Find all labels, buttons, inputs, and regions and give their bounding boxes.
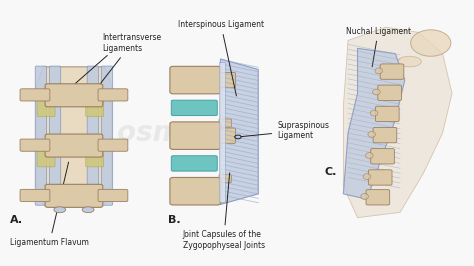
Ellipse shape [82, 207, 94, 213]
FancyBboxPatch shape [368, 170, 392, 185]
Ellipse shape [375, 68, 383, 74]
Text: Nuchal Ligament: Nuchal Ligament [346, 27, 411, 67]
FancyBboxPatch shape [219, 61, 225, 202]
FancyBboxPatch shape [170, 122, 221, 149]
FancyBboxPatch shape [170, 177, 221, 205]
Text: A.: A. [10, 215, 23, 225]
FancyBboxPatch shape [219, 119, 231, 127]
FancyBboxPatch shape [20, 139, 50, 151]
Polygon shape [36, 67, 112, 205]
FancyBboxPatch shape [37, 99, 55, 117]
FancyBboxPatch shape [380, 64, 404, 79]
Polygon shape [343, 27, 452, 218]
FancyBboxPatch shape [219, 72, 236, 88]
Text: Intertransverse
Ligaments: Intertransverse Ligaments [94, 33, 162, 91]
FancyBboxPatch shape [98, 139, 128, 151]
FancyBboxPatch shape [170, 66, 221, 94]
FancyBboxPatch shape [45, 184, 103, 207]
FancyBboxPatch shape [98, 89, 128, 101]
FancyBboxPatch shape [171, 100, 217, 115]
FancyBboxPatch shape [219, 174, 231, 183]
FancyBboxPatch shape [86, 149, 104, 167]
Ellipse shape [410, 30, 451, 56]
FancyBboxPatch shape [45, 84, 103, 107]
Polygon shape [343, 48, 405, 199]
Ellipse shape [361, 194, 368, 200]
FancyBboxPatch shape [171, 156, 217, 171]
Text: Supraspinous
Ligament: Supraspinous Ligament [241, 121, 329, 140]
Ellipse shape [54, 207, 66, 213]
Ellipse shape [368, 131, 375, 137]
FancyBboxPatch shape [366, 190, 390, 205]
FancyBboxPatch shape [373, 127, 397, 143]
Ellipse shape [373, 89, 380, 95]
FancyBboxPatch shape [219, 128, 236, 143]
FancyBboxPatch shape [20, 189, 50, 202]
Ellipse shape [398, 56, 421, 67]
Ellipse shape [365, 153, 373, 158]
FancyBboxPatch shape [86, 99, 104, 117]
FancyBboxPatch shape [371, 149, 394, 164]
Polygon shape [220, 59, 258, 205]
FancyBboxPatch shape [49, 66, 61, 205]
Text: Joint Capsules of the
Zygopophyseal Joints: Joint Capsules of the Zygopophyseal Join… [182, 173, 265, 250]
FancyBboxPatch shape [20, 89, 50, 101]
FancyBboxPatch shape [98, 189, 128, 202]
FancyBboxPatch shape [35, 66, 46, 205]
Text: Ligamentum Flavum: Ligamentum Flavum [10, 162, 89, 247]
Text: C.: C. [324, 167, 337, 177]
Text: Interspinous Ligament: Interspinous Ligament [178, 20, 264, 96]
Ellipse shape [363, 174, 371, 180]
Text: B.: B. [168, 215, 181, 225]
FancyBboxPatch shape [37, 149, 55, 167]
FancyBboxPatch shape [378, 85, 401, 101]
FancyBboxPatch shape [45, 134, 103, 157]
Ellipse shape [370, 110, 378, 116]
FancyBboxPatch shape [375, 106, 399, 122]
FancyBboxPatch shape [101, 66, 113, 205]
FancyBboxPatch shape [87, 66, 99, 205]
Text: osmosis: osmosis [117, 119, 243, 147]
